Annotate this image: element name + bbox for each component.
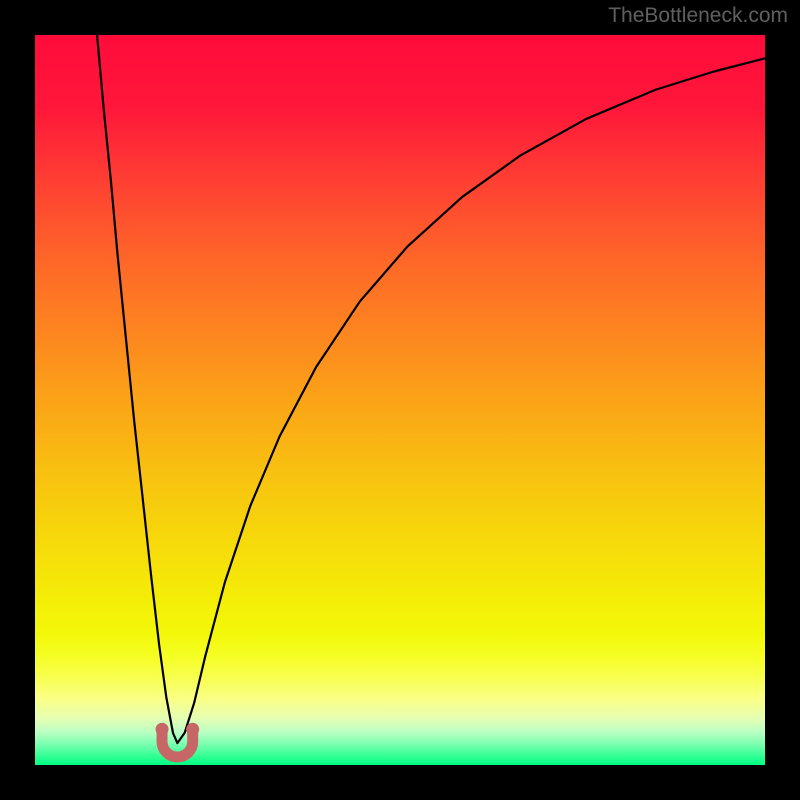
watermark-text: TheBottleneck.com	[608, 4, 788, 28]
plot-area	[35, 35, 765, 765]
chart-svg	[35, 35, 765, 765]
chart-container: TheBottleneck.com	[0, 0, 800, 800]
gradient-background	[35, 35, 765, 765]
